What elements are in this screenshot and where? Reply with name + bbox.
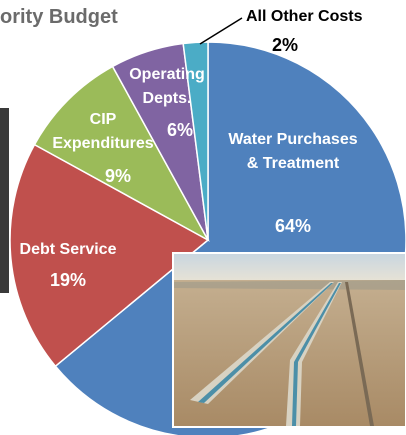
value-label: 19% [50,270,86,291]
leader-line [200,18,242,44]
value-label: 9% [105,166,131,187]
page: ority Budget Water Purchases & Treatment… [0,0,406,435]
slice-label: CIP Expenditures [43,108,163,156]
slice-label: All Other Costs [246,8,362,26]
photo [173,253,406,427]
value-label: 6% [167,120,193,141]
value-label: 2% [272,35,298,56]
slice-label: Water Purchases & Treatment [223,128,363,176]
chart-title: ority Budget [0,6,118,29]
side-bar [0,108,9,293]
value-label: 64% [275,216,311,237]
slice-label: Operating Depts. [122,63,212,111]
slice-label: Debt Service [3,238,133,262]
